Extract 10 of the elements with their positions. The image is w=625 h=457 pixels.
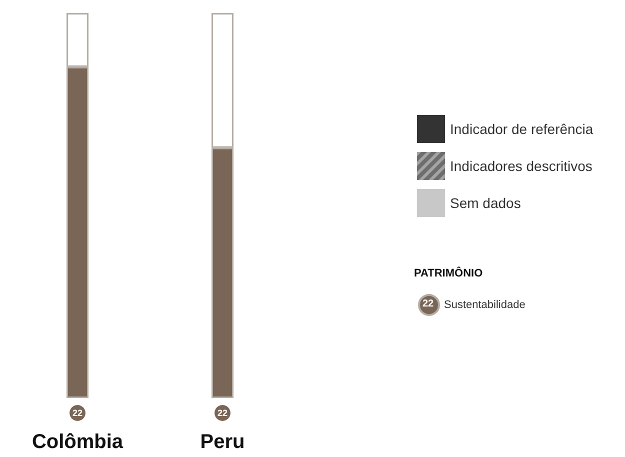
x-tick-label: Peru — [200, 431, 245, 453]
legend-label: Indicadores descritivos — [450, 158, 592, 174]
legend-title: PATRIMÔNIO — [414, 266, 484, 280]
legend-label: Indicador de referência — [450, 121, 594, 137]
legend-label: Sustentabilidade — [444, 299, 526, 311]
text: 22 — [422, 298, 434, 310]
annotation: 22 — [217, 408, 228, 418]
legend-label: Sem dados — [450, 195, 521, 211]
annotation: 22 — [72, 408, 83, 418]
x-tick-label: Colômbia — [32, 431, 124, 453]
